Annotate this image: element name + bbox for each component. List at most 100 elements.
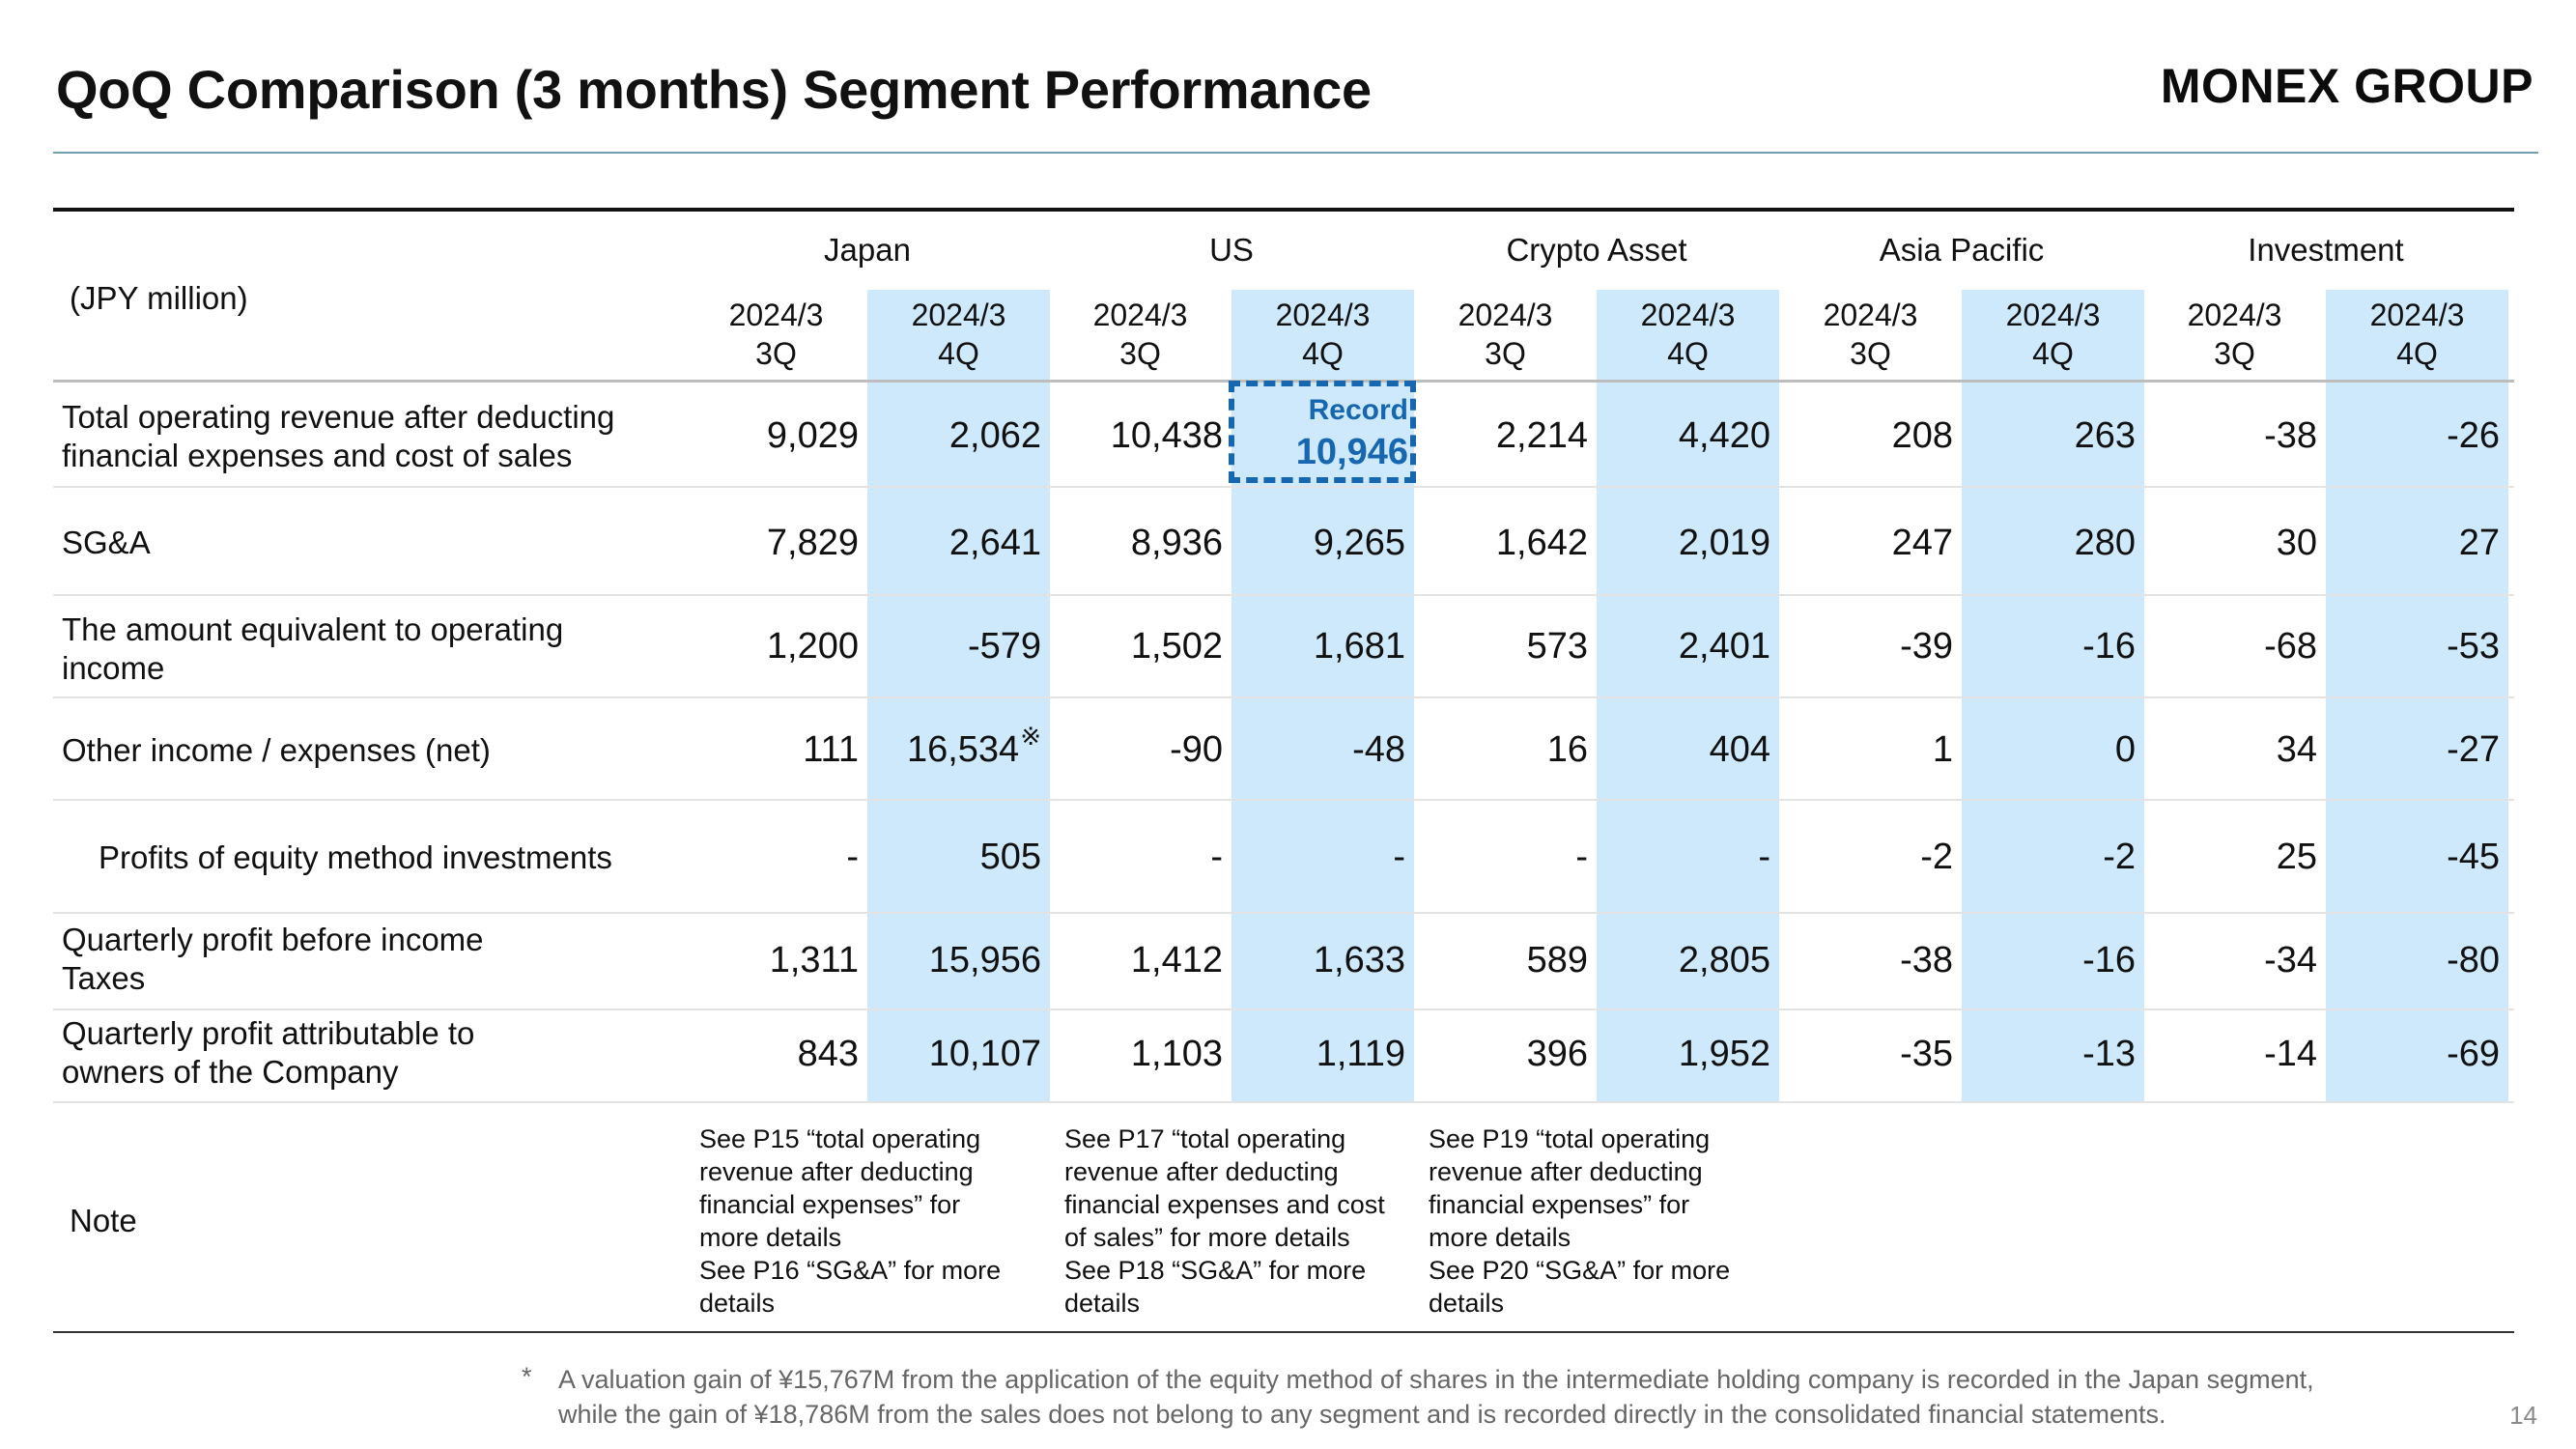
row-label-other-income: Other income / expenses (net): [62, 732, 491, 768]
table-cell: -27: [2447, 729, 2500, 770]
table-cell: 27: [2458, 523, 2500, 563]
table-cell: -34: [2264, 940, 2317, 980]
table-cell: 10,438: [1110, 415, 1223, 456]
table-cell: -69: [2447, 1034, 2500, 1074]
segment-header-japan: Japan: [824, 232, 911, 268]
note-mark: ※: [1020, 722, 1041, 751]
table-cell: 280: [2074, 523, 2136, 563]
row-label-operating-income: The amount equivalent to operating income: [62, 611, 564, 686]
highlight-column-us-4q: [1231, 290, 1414, 1101]
table-cell: 7,829: [766, 523, 859, 563]
table-cell: -16: [2082, 940, 2136, 980]
row-label-sga: SG&A: [62, 525, 151, 560]
highlight-column-investment-4q: [2326, 290, 2508, 1101]
period-header: 2024/3 4Q: [911, 298, 1006, 371]
table-cell-with-note: 16,534※: [867, 722, 1041, 771]
footnote-text: A valuation gain of ¥15,767M from the ap…: [558, 1365, 2314, 1429]
table-cell: -39: [1900, 626, 1953, 667]
page-number: 14: [2509, 1401, 2537, 1430]
table-cell: -13: [2082, 1034, 2136, 1074]
period-header: 2024/3 4Q: [2369, 298, 2465, 371]
row-divider: [53, 594, 2514, 596]
table-cell: -35: [1900, 1034, 1953, 1074]
note-japan: See P15 “total operating revenue after de…: [699, 1124, 1002, 1318]
period-header: 2024/3 3Q: [1092, 298, 1188, 371]
segment-header-us: US: [1209, 232, 1254, 268]
table-cell: 10,107: [928, 1034, 1041, 1074]
table-cell: 2,214: [1495, 415, 1588, 456]
table-cell: 25: [2276, 837, 2317, 877]
table-cell: -38: [1900, 940, 1953, 980]
highlight-column-asia-4q: [1962, 290, 2144, 1101]
note-us: See P17 “total operating revenue after de…: [1064, 1124, 1385, 1318]
period-header: 2024/3 3Q: [728, 298, 824, 371]
row-divider: [53, 1009, 2514, 1010]
table-cell: 1,633: [1313, 940, 1405, 980]
table-cell: -: [1575, 837, 1588, 877]
table-cell: -: [1758, 837, 1770, 877]
table-cell: 16: [1546, 729, 1588, 770]
table-cell: -48: [1352, 729, 1405, 770]
highlight-column-crypto-4q: [1597, 290, 1779, 1101]
table-cell: 843: [797, 1034, 859, 1074]
highlight-column-japan-4q: [867, 290, 1050, 1101]
table-cell: 1: [1932, 729, 1953, 770]
table-cell: 2,401: [1678, 626, 1770, 667]
table-cell: 1,952: [1678, 1034, 1770, 1074]
table-cell: 9,029: [766, 415, 859, 456]
table-cell: -26: [2447, 415, 2500, 456]
table-cell: 1,502: [1130, 626, 1223, 667]
row-divider: [53, 912, 2514, 914]
table-cell: -2: [1920, 837, 1953, 877]
table-cell: -68: [2264, 626, 2317, 667]
table-cell: -14: [2264, 1034, 2317, 1074]
table-cell-value: 16,534: [906, 729, 1020, 770]
table-cell: 2,019: [1678, 523, 1770, 563]
table-cell: -38: [2264, 415, 2317, 456]
table-top-rule: [53, 208, 2514, 212]
table-cell: 15,956: [928, 940, 1041, 980]
row-divider: [53, 799, 2514, 801]
segment-header-asia-pacific: Asia Pacific: [1879, 232, 2045, 268]
row-label-profit-attributable: Quarterly profit attributable to owners o…: [62, 1015, 475, 1090]
table-cell: 34: [2276, 729, 2317, 770]
row-label-profit-before-tax: Quarterly profit before income Taxes: [62, 922, 484, 996]
table-cell: 111: [803, 729, 859, 770]
period-header: 2024/3 3Q: [1823, 298, 1918, 371]
table-cell: 1,200: [766, 626, 859, 667]
row-divider: [53, 696, 2514, 698]
table-cell: -: [1393, 837, 1405, 877]
table-cell: 1,103: [1130, 1034, 1223, 1074]
table-cell: 1,119: [1316, 1034, 1405, 1074]
title-divider: [53, 152, 2538, 154]
table-cell: 573: [1526, 626, 1588, 667]
table-cell: -: [1210, 837, 1223, 877]
table-cell: 1,681: [1313, 626, 1405, 667]
table-cell: -579: [967, 626, 1041, 667]
period-header: 2024/3 4Q: [1640, 298, 1736, 371]
table-cell: 1,311: [769, 940, 859, 980]
table-cell: 208: [1891, 415, 1953, 456]
row-divider: [53, 1101, 2514, 1103]
period-header: 2024/3 4Q: [1275, 298, 1371, 371]
table-cell: -2: [2103, 837, 2136, 877]
table-cell: -16: [2082, 626, 2136, 667]
table-cell: 505: [979, 837, 1041, 877]
note-crypto-asset: See P19 “total operating revenue after de…: [1429, 1124, 1731, 1318]
table-cell: 263: [2074, 415, 2136, 456]
table-cell: -80: [2447, 940, 2500, 980]
segment-header-crypto-asset: Crypto Asset: [1506, 232, 1687, 268]
row-label-total-operating-revenue: Total operating revenue after deducting f…: [62, 399, 615, 473]
table-cell: -45: [2447, 837, 2500, 877]
table-cell: 1,642: [1495, 523, 1588, 563]
company-logo: MONEX GROUP: [2160, 59, 2534, 113]
table-cell: 404: [1709, 729, 1770, 770]
table-cell: 0: [2114, 729, 2136, 770]
table-cell: 589: [1526, 940, 1588, 980]
table-cell: -53: [2447, 626, 2500, 667]
table-bottom-rule: [53, 1331, 2514, 1333]
table-cell: 396: [1526, 1034, 1588, 1074]
footnote-marker: *: [522, 1362, 532, 1391]
row-divider: [53, 486, 2514, 488]
note-row-label: Note: [70, 1203, 137, 1238]
